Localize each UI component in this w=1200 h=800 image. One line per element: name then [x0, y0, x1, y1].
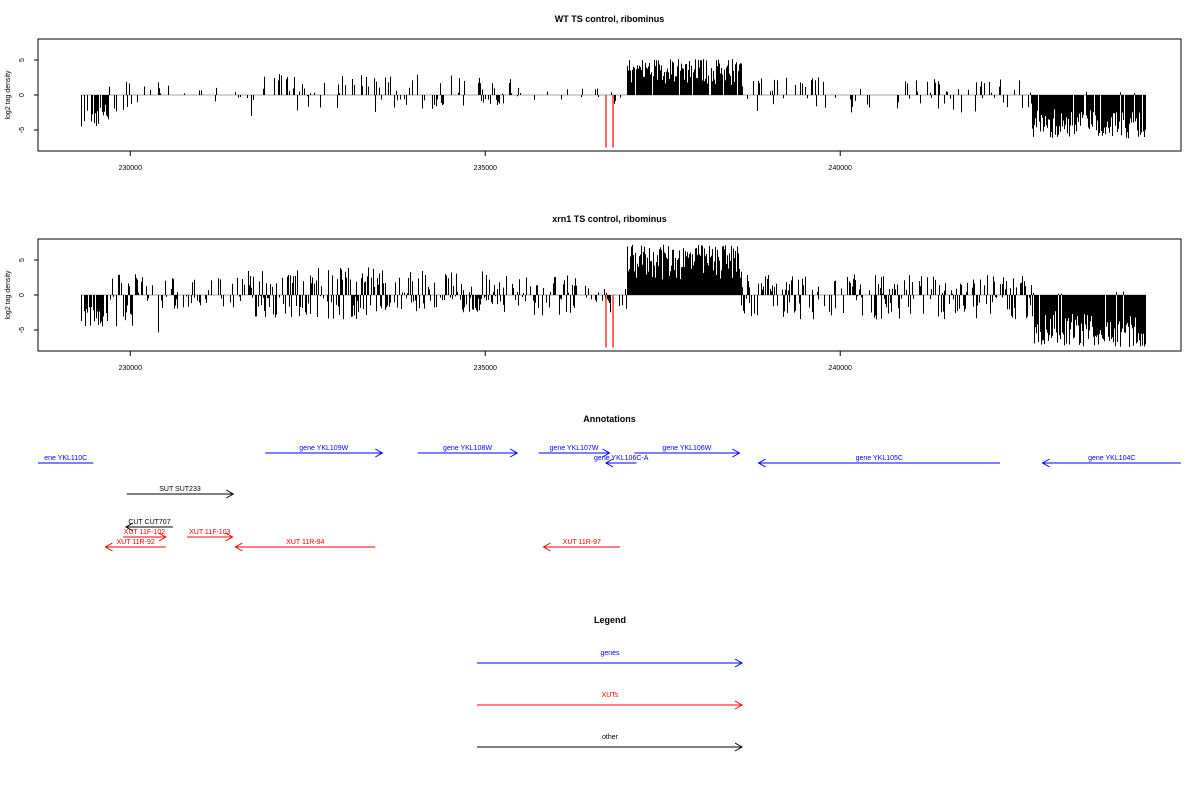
- annotation-gene-label: gene YKL105C: [856, 455, 903, 462]
- annotation-gene-label: gene YKL106C-A: [594, 455, 649, 462]
- annotation-other-arrow-head: [225, 489, 235, 499]
- panel1-title: WT TS control, ribominus: [555, 14, 665, 24]
- panel2-ytick-label: 5: [19, 258, 26, 262]
- annotation-gene-arrow-head: [602, 448, 611, 458]
- annotation-gene-arrow-head: [757, 458, 766, 468]
- legend-other-label: other: [602, 734, 619, 741]
- legend-other-arrow-head: [734, 742, 744, 752]
- panel2-ylabel: log2 tag density: [5, 270, 12, 320]
- annotation-other-label: SUT SUT233: [159, 486, 201, 493]
- annotation-gene-label: gene YKL107W: [550, 445, 599, 452]
- annotation-other-label: CUT CUT707: [128, 519, 170, 526]
- annotation-gene-label: ene YKL110C: [44, 455, 87, 462]
- annotation-xut-label: XUT 11F-102: [124, 529, 165, 536]
- annotation-xut-arrow-head: [542, 542, 551, 552]
- legend-gene-arrow-head: [734, 658, 744, 668]
- annotation-gene-arrow-head: [1041, 458, 1050, 468]
- panel1-xtick-label: 235000: [474, 165, 497, 172]
- annotation-gene-arrow-head: [509, 448, 519, 458]
- panel2-xtick-label: 230000: [119, 365, 142, 372]
- panel1-xtick-label: 230000: [119, 165, 142, 172]
- annotation-xut-arrow-head: [104, 542, 113, 552]
- annotation-xut-label: XUT 11R-92: [116, 539, 154, 546]
- annotation-gene-label: gene YKL106W: [662, 445, 711, 452]
- annotation-xut-arrow-head: [158, 532, 167, 542]
- annotation-gene-arrow-head: [732, 448, 741, 458]
- annotation-gene-arrow-head: [604, 458, 614, 468]
- legend-xut-label: XUTs: [602, 692, 619, 699]
- annotation-gene-label: gene YKL109W: [299, 445, 348, 452]
- legend-gene-label: genes: [600, 650, 620, 657]
- annotation-xut-label: XUT 11R-97: [563, 539, 601, 546]
- annotation-xut-arrow-head: [225, 532, 234, 542]
- panel1-ylabel: log2 tag density: [5, 70, 12, 120]
- panel2-ytick-label: 0: [19, 293, 26, 297]
- legend-title: Legend: [594, 615, 626, 625]
- annotation-xut-label: XUT 11F-103: [189, 529, 230, 536]
- annotation-gene-label: gene YKL108W: [443, 445, 492, 452]
- annotation-gene-arrow-head: [375, 448, 384, 458]
- panel2-xtick-label: 240000: [829, 365, 852, 372]
- panel1-xtick-label: 240000: [829, 165, 852, 172]
- legend-xut-arrow-head: [734, 700, 744, 710]
- panel1-ytick-label: 0: [19, 93, 26, 97]
- annotations-title: Annotations: [583, 414, 636, 424]
- annotation-xut-label: XUT 11R-94: [286, 539, 324, 546]
- panel1-ytick-label: -5: [19, 127, 26, 133]
- annotation-xut-arrow-head: [234, 542, 243, 552]
- annotation-other-arrow-head: [125, 522, 134, 532]
- annotation-gene-label: gene YKL104C: [1088, 455, 1135, 462]
- panel2-title: xrn1 TS control, ribominus: [552, 214, 667, 224]
- panel2-ytick-label: -5: [19, 327, 26, 333]
- panel1-ytick-label: 5: [19, 58, 26, 62]
- panel2-xtick-label: 235000: [474, 365, 497, 372]
